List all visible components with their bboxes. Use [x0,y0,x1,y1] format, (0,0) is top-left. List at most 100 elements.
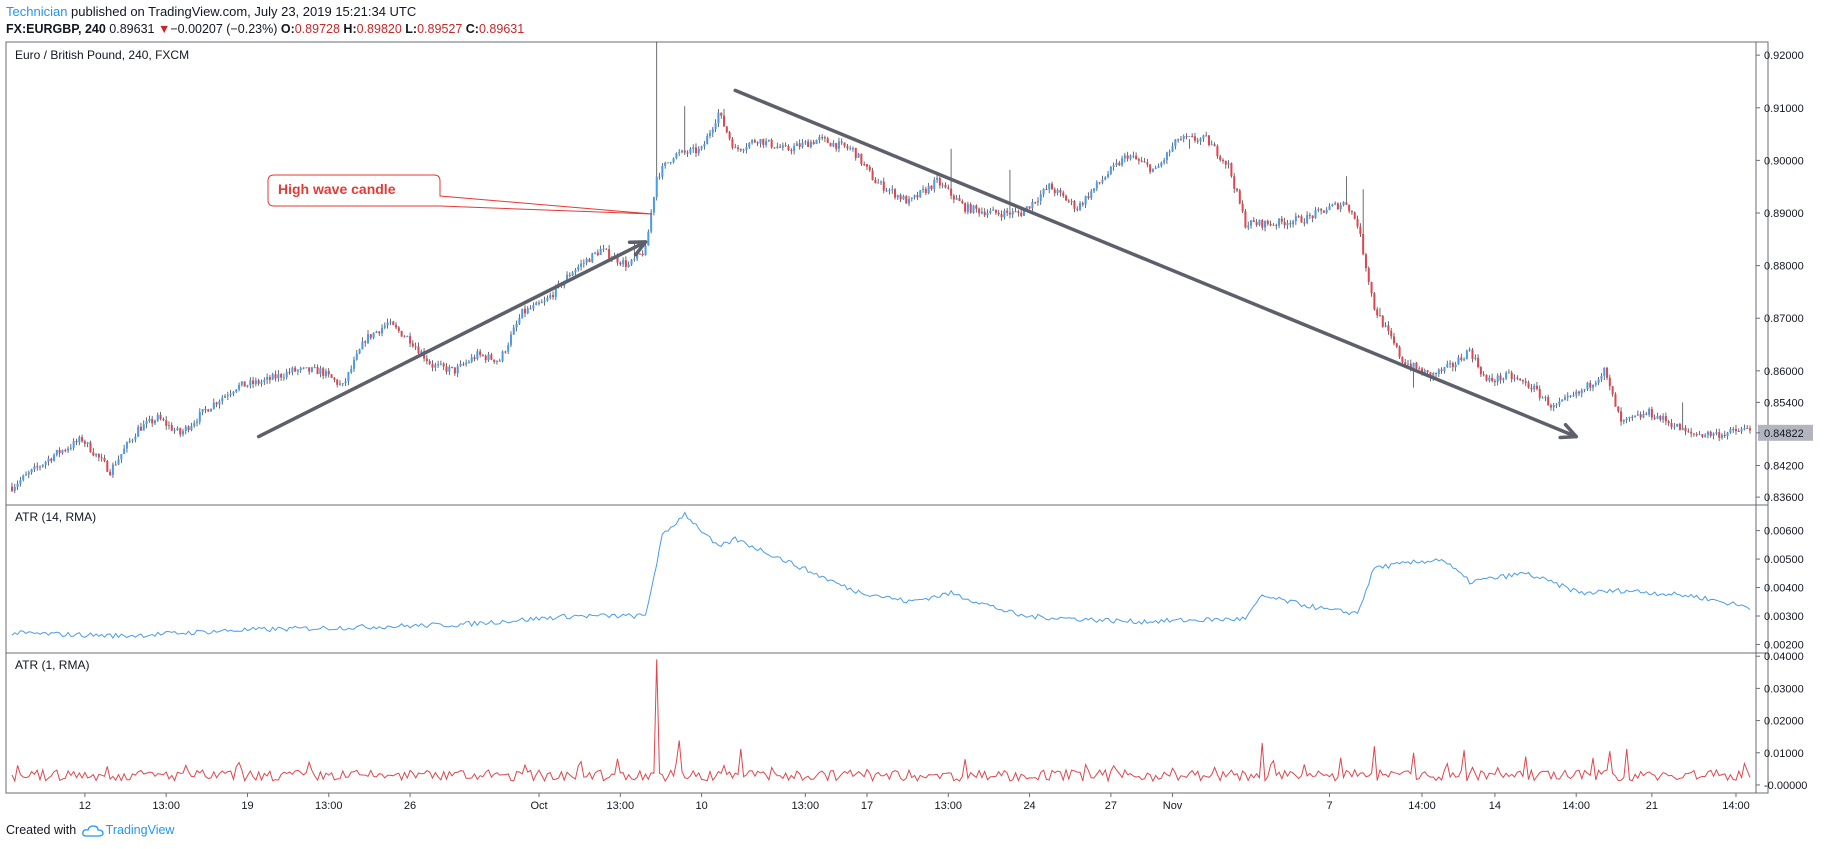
candle-body [1207,135,1210,145]
author-link[interactable]: Technician [6,4,68,19]
candle-body [179,428,182,435]
candle-body [636,253,639,259]
candle-body [1645,413,1648,415]
candle-body [434,364,437,368]
candle-body [285,371,288,378]
candle-body [22,475,25,480]
candle-body [218,401,221,405]
candle-body [1524,381,1527,383]
candle-body [599,248,602,255]
candle-body [958,198,961,202]
candle-body [254,380,257,384]
candle-body [801,142,804,147]
atr1-tick-label: 0.04000 [1764,651,1804,663]
candle-body [728,132,731,139]
candle-body [507,345,510,352]
candle-body [748,142,751,148]
candle-body [532,305,535,309]
candle-body [905,196,908,204]
candle-body [372,332,375,338]
candle-body [1465,350,1468,360]
candle-body [148,418,151,421]
candle-body [1230,163,1233,177]
candle-body [1331,204,1334,207]
candle-body [1606,367,1609,378]
candle-body [978,208,981,214]
candle-body [734,147,737,149]
candle-body [1611,386,1614,395]
price-tick-label: 0.87000 [1764,313,1804,325]
candle-body [1053,189,1056,194]
candle-body [751,140,754,143]
chart-frame [5,41,1769,794]
candle-body [481,354,484,356]
candle-body [1334,203,1337,205]
candle-body [804,141,807,143]
candle-body [568,274,571,276]
candle-body [1028,206,1031,209]
candle-body [420,351,423,354]
candle-body [1202,135,1205,139]
high-value: 0.89820 [356,22,402,36]
candle-body [1614,394,1617,407]
candle-body [288,371,291,373]
candle-body [344,381,347,384]
annotations[interactable]: High wave candle [256,88,1578,440]
candle-body [1199,138,1202,142]
candle-body [1729,428,1732,433]
candle-body [1493,380,1496,383]
candle-body [879,181,883,183]
candle-body [484,355,487,361]
candle-body [1342,202,1345,206]
x-tick-label: 14:00 [1562,800,1590,812]
candle-body [512,327,515,335]
close-value: 0.89631 [478,22,525,36]
candle-body [41,464,44,467]
candle-body [1583,389,1586,391]
atr1-tick-label: 0.01000 [1764,748,1804,760]
tradingview-brand-link[interactable]: TradingView [105,823,175,837]
x-tick-label: 13:00 [152,800,180,812]
footer: Created with TradingView [6,823,174,837]
atr14-tick-label: 0.00600 [1764,526,1804,538]
candle-body [605,248,608,250]
candle-body [319,368,322,375]
candle-body [1283,221,1286,226]
symbol-label[interactable]: FX:EURGBP, 240 [6,22,106,36]
candle-body [1146,162,1149,165]
candle-body [1491,377,1494,381]
candle-body [277,374,280,379]
candle-body [1662,416,1665,420]
open-label: O: [280,22,295,36]
candle-body [299,368,302,371]
candle-body [1149,164,1152,172]
candle-body [439,363,442,365]
candle-body [64,450,67,452]
candle-body [1373,293,1376,310]
candle-body [97,453,100,458]
x-tick-label: Oct [530,800,547,812]
candle-body [666,162,669,164]
pane-title: Euro / British Pound, 240, FXCM [15,48,189,62]
candle-body [1659,415,1662,420]
candle-body [456,366,459,374]
candle-body [1056,189,1059,194]
candle-body [1617,406,1620,412]
publish-text: published on TradingView.com, July 23, 2… [67,4,417,19]
candle-body [212,402,215,409]
candle-body [526,308,529,314]
candle-body [941,184,944,186]
candle-body [397,327,400,331]
candle-body [1530,387,1533,390]
candle-body [437,364,440,366]
candle-body [1219,156,1222,160]
candle-body [1143,161,1146,163]
candle-body [1084,196,1087,205]
x-tick-label: 17 [861,800,873,812]
candle-body [1597,379,1600,383]
candle-body [1300,216,1303,223]
candle-body [114,464,117,466]
candle-body [1286,223,1289,226]
candle-body [1499,375,1502,381]
